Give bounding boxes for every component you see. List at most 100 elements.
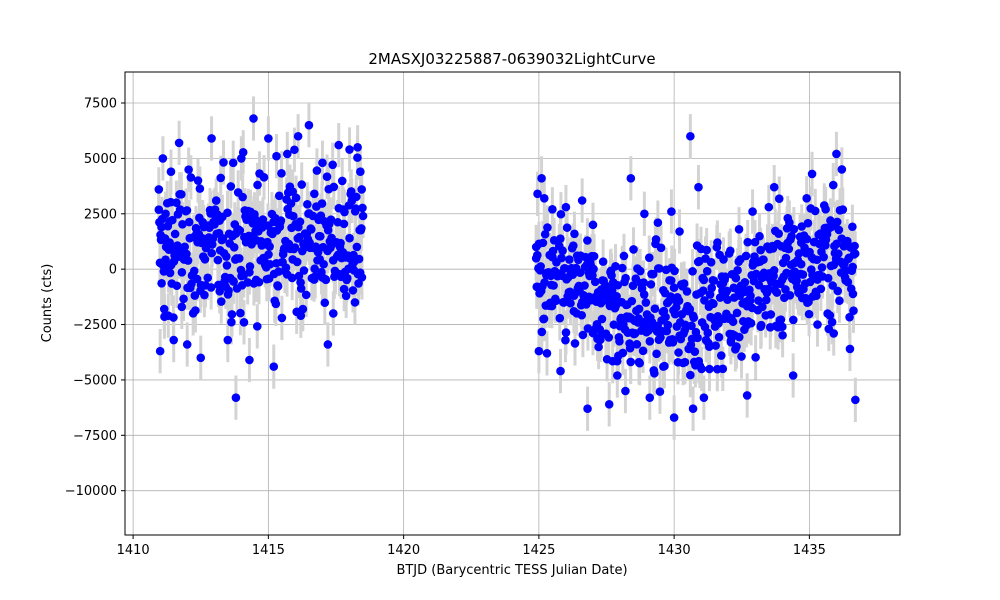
data-point bbox=[273, 282, 283, 291]
data-point bbox=[810, 206, 820, 216]
data-point bbox=[702, 245, 711, 255]
data-point bbox=[792, 276, 801, 286]
data-point bbox=[714, 332, 724, 342]
data-point bbox=[798, 270, 808, 279]
data-point bbox=[193, 176, 203, 185]
data-point bbox=[328, 160, 337, 170]
data-point bbox=[293, 131, 303, 141]
data-point bbox=[734, 224, 744, 234]
data-point bbox=[674, 296, 684, 306]
data-point bbox=[698, 286, 708, 295]
data-point bbox=[336, 238, 345, 248]
data-point bbox=[236, 308, 245, 318]
data-point bbox=[219, 158, 228, 167]
data-point bbox=[774, 229, 783, 238]
data-point bbox=[294, 271, 304, 281]
data-point bbox=[200, 290, 209, 300]
data-point bbox=[635, 266, 645, 276]
data-point bbox=[641, 298, 651, 307]
data-point bbox=[759, 255, 768, 264]
data-point bbox=[357, 224, 366, 233]
data-point bbox=[668, 338, 678, 347]
data-point bbox=[227, 317, 236, 327]
data-point bbox=[566, 298, 575, 308]
data-point bbox=[206, 283, 216, 292]
data-point bbox=[619, 251, 629, 261]
data-point bbox=[596, 298, 606, 308]
data-point bbox=[561, 202, 571, 212]
data-point bbox=[828, 180, 838, 190]
data-point bbox=[598, 257, 608, 266]
data-point bbox=[292, 257, 302, 267]
data-point bbox=[249, 114, 258, 123]
data-point bbox=[277, 313, 287, 323]
data-point bbox=[634, 304, 644, 314]
data-point bbox=[832, 149, 841, 159]
data-point bbox=[352, 192, 361, 202]
data-point bbox=[617, 263, 627, 273]
data-point bbox=[621, 386, 630, 396]
data-point bbox=[659, 362, 668, 371]
data-point bbox=[688, 267, 697, 276]
data-point bbox=[548, 205, 557, 214]
data-point bbox=[317, 199, 327, 208]
data-point bbox=[783, 213, 793, 223]
data-point bbox=[534, 346, 544, 356]
data-point bbox=[172, 281, 182, 291]
data-point bbox=[781, 253, 791, 263]
data-point bbox=[679, 279, 689, 288]
data-point bbox=[625, 343, 635, 353]
data-point bbox=[258, 215, 268, 224]
data-point bbox=[850, 249, 860, 258]
data-point bbox=[669, 283, 679, 293]
y-tick-label: −10000 bbox=[65, 484, 117, 499]
data-point bbox=[834, 225, 844, 235]
data-point bbox=[276, 216, 286, 225]
data-point bbox=[764, 202, 774, 212]
data-point bbox=[264, 134, 273, 143]
data-point bbox=[713, 238, 722, 247]
data-point bbox=[632, 340, 642, 349]
data-point bbox=[177, 302, 187, 312]
data-point bbox=[556, 234, 565, 243]
data-point bbox=[812, 291, 821, 301]
data-point bbox=[172, 198, 181, 208]
data-point bbox=[796, 238, 806, 247]
data-point bbox=[671, 302, 681, 312]
data-point bbox=[833, 286, 843, 296]
data-point bbox=[304, 120, 314, 130]
data-point bbox=[690, 347, 700, 356]
data-point bbox=[626, 174, 636, 183]
data-point bbox=[832, 217, 842, 227]
data-point bbox=[626, 357, 635, 367]
data-point bbox=[301, 290, 311, 300]
x-tick-label: 1410 bbox=[117, 543, 150, 558]
data-point bbox=[306, 225, 316, 234]
data-point bbox=[328, 309, 338, 318]
data-point bbox=[656, 243, 666, 253]
data-point bbox=[565, 255, 574, 264]
data-point bbox=[334, 140, 343, 150]
data-point bbox=[165, 268, 175, 278]
data-point bbox=[755, 231, 764, 241]
data-point bbox=[561, 335, 570, 345]
data-point bbox=[758, 302, 767, 312]
data-point bbox=[358, 203, 367, 213]
data-point bbox=[655, 387, 665, 396]
data-point bbox=[320, 298, 330, 308]
data-point bbox=[353, 153, 362, 162]
data-point bbox=[178, 220, 187, 229]
data-point bbox=[813, 320, 822, 329]
data-point bbox=[177, 267, 187, 277]
data-point bbox=[549, 281, 558, 290]
data-point bbox=[558, 246, 567, 256]
data-point bbox=[794, 249, 804, 258]
data-point bbox=[766, 310, 776, 319]
data-point bbox=[551, 296, 561, 306]
x-tick-label: 1435 bbox=[793, 543, 826, 558]
data-point bbox=[543, 223, 552, 232]
data-point bbox=[358, 211, 368, 221]
data-point bbox=[583, 236, 592, 245]
data-point bbox=[548, 246, 558, 256]
data-point bbox=[174, 138, 184, 148]
